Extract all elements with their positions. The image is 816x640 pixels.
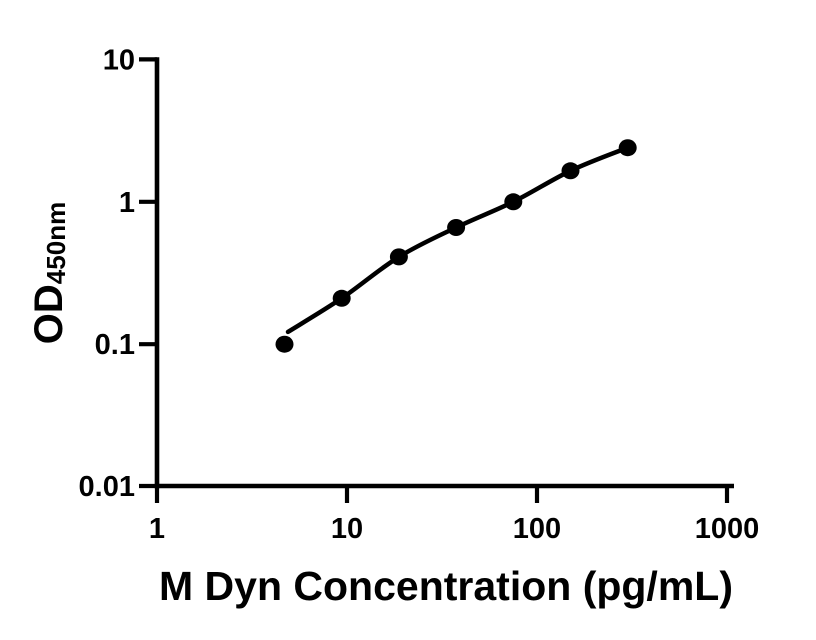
y-tick-label: 10: [103, 44, 135, 76]
y-tick-label: 0.01: [79, 471, 135, 503]
data-point: [504, 193, 523, 211]
axis-tick-labels: 0.01 0.1 1 10 1 10 100 1000: [79, 44, 760, 545]
data-points-group: [275, 139, 637, 353]
y-axis-title: OD450nm: [27, 202, 71, 344]
x-tick-label: 1: [149, 513, 165, 545]
y-axis-title-base: OD: [27, 284, 71, 344]
data-point: [618, 139, 637, 157]
x-tick-label: 100: [513, 513, 561, 545]
y-tick-label: 1: [119, 187, 135, 219]
data-point: [561, 162, 580, 180]
data-point: [389, 248, 408, 266]
x-tick-label: 1000: [695, 513, 760, 545]
y-tick-label: 0.1: [95, 329, 135, 361]
axis-ticks: [139, 57, 730, 503]
y-axis-title-subscript: 450nm: [41, 202, 71, 284]
data-point: [332, 289, 351, 307]
x-tick-label: 10: [331, 513, 363, 545]
data-point: [275, 335, 294, 353]
data-point: [447, 219, 466, 236]
x-axis-title: M Dyn Concentration (pg/mL): [159, 563, 733, 609]
